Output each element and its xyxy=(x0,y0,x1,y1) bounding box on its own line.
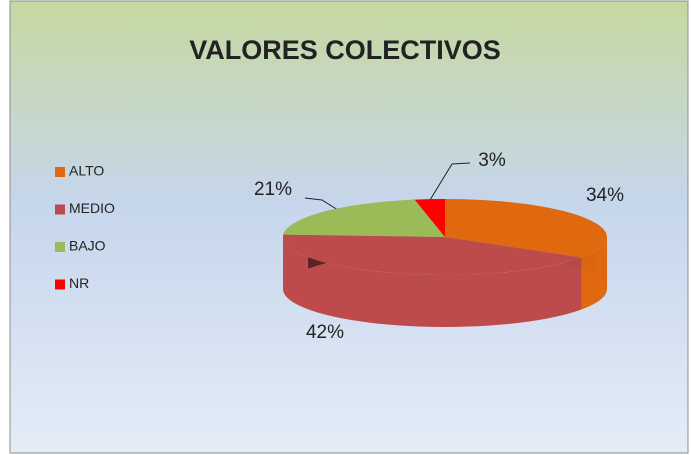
data-label: 3% xyxy=(478,150,506,171)
data-label: 21% xyxy=(254,179,292,200)
slice-side xyxy=(283,237,582,328)
legend-label: MEDIO xyxy=(69,200,115,216)
legend-label: ALTO xyxy=(69,163,104,179)
data-label: 34% xyxy=(586,185,624,206)
data-label: 42% xyxy=(306,322,344,343)
leader-line xyxy=(304,197,339,211)
legend-swatch xyxy=(55,279,65,290)
chart-title: VALORES COLECTIVOS xyxy=(189,35,501,65)
slice xyxy=(445,199,607,258)
leader-line xyxy=(429,162,471,201)
pie xyxy=(283,198,607,328)
slice xyxy=(414,199,445,237)
legend-swatch xyxy=(55,204,65,215)
legend-swatch xyxy=(55,242,65,252)
slice xyxy=(283,199,445,237)
legend-swatch xyxy=(55,167,65,177)
legend-label: NR xyxy=(69,275,89,291)
slice xyxy=(283,234,582,275)
legend-label: BAJO xyxy=(69,238,106,254)
